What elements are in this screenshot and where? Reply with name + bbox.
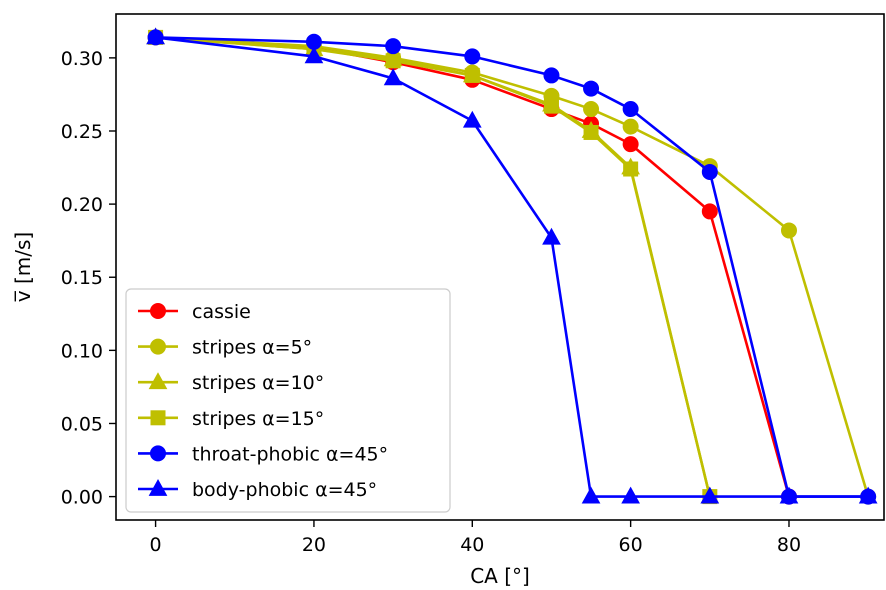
series-6 [146,27,878,504]
legend-label: stripes α=10° [192,372,324,394]
data-point [304,46,324,64]
legend-entry-1: cassie [138,301,251,323]
legend-label: body-phobic α=45° [192,479,377,501]
y-tick-label: 0.15 [61,267,103,289]
data-point [780,222,797,239]
data-point [464,48,481,65]
legend-marker [150,338,166,355]
data-point [621,486,640,504]
axes: 0 20 40 60 80 0.00 0.05 0.10 0.15 0.20 0.25 0.30 [61,13,885,556]
data-point [622,136,639,153]
x-tick-label: 80 [777,534,801,556]
data-point [701,163,718,180]
legend-label: throat-phobic α=45° [192,443,388,465]
data-point [543,67,560,84]
legend-marker [150,303,166,319]
x-tick-label: 40 [460,534,484,556]
y-tick-label: 0.25 [61,121,103,143]
legend-label: cassie [192,301,251,323]
series-line [155,36,869,498]
data-point [383,68,403,86]
y-tick-label: 0.20 [61,194,103,216]
x-tick-label: 0 [150,534,162,556]
y-tick-label: 0.05 [61,413,103,435]
data-point [542,227,561,245]
legend-entry-4: stripes α=15° [138,408,324,430]
data-point [700,486,720,504]
data-point [543,98,559,114]
data-point [462,110,482,128]
legend-box [125,288,451,513]
data-point [623,161,639,177]
plot-frame [115,13,885,521]
data-point [622,118,639,135]
legend-marker [150,410,166,426]
y-axis-title: v̅ [m/s] [11,232,35,303]
y-tick-label: 0.00 [61,487,103,509]
plot-area [146,27,878,505]
data-point [581,486,601,504]
y-tick-label: 0.30 [61,48,103,70]
legend-marker [148,372,168,390]
data-point [779,486,799,504]
x-axis-title: CA [°] [470,564,530,588]
legend-entry-3: stripes α=10° [138,372,324,394]
data-point [385,53,401,69]
legend: cassie stripes α=5° stripes α=10° stripes α… [125,288,451,513]
series-line [155,36,870,497]
legend-entry-6: body-phobic α=45° [138,479,377,501]
y-tick-label: 0.10 [61,340,103,362]
data-point [622,101,639,118]
data-point [701,203,718,220]
legend-marker [150,445,166,462]
data-point [858,486,878,504]
legend-label: stripes α=5° [192,337,312,359]
data-point [583,124,599,140]
series-line [155,36,869,498]
legend-marker [148,479,168,496]
legend-label: stripes α=15° [192,408,324,430]
data-point [146,27,165,45]
x-tick-label: 20 [302,534,326,556]
x-tick-label: 60 [619,534,643,556]
data-point [464,67,480,83]
data-point [583,80,600,97]
legend-entry-2: stripes α=5° [138,337,312,359]
data-point [385,38,402,55]
legend-entry-5: throat-phobic α=45° [138,443,388,465]
data-point [583,101,600,118]
